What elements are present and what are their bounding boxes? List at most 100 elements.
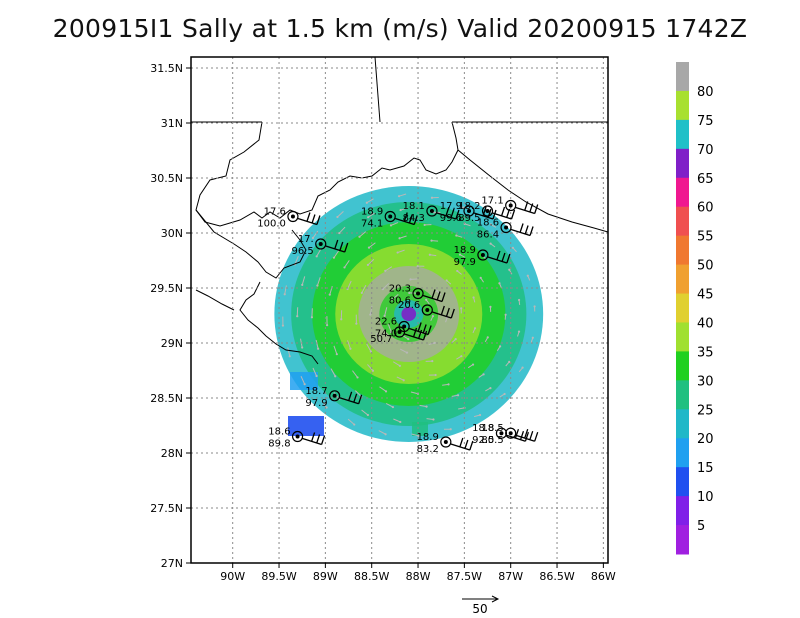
wind-vector-head (296, 315, 299, 318)
wind-vector-head (425, 298, 428, 301)
wind-vector (367, 258, 375, 266)
station-value-top: 17.1 (481, 196, 503, 207)
station-dot (443, 440, 448, 444)
colorbar-label: 40 (697, 316, 714, 331)
colorbar-label: 65 (697, 172, 714, 187)
wind-vector (361, 284, 367, 294)
colorbar-swatch (676, 177, 689, 208)
wind-vector-head (334, 375, 337, 378)
state-boundary-line (374, 57, 381, 123)
wind-barb (395, 212, 418, 226)
station-ring (477, 249, 489, 261)
wind-vector-head (531, 336, 534, 339)
wind-vector-head (366, 263, 370, 267)
station-value-top: 18.5 (481, 423, 503, 434)
wind-barb (450, 437, 474, 451)
wind-speed-patch (290, 372, 318, 390)
wind-vector-head (486, 336, 489, 339)
colorbar-label: 10 (697, 490, 714, 505)
wind-barb (487, 250, 511, 264)
lon-tick-label: 86.5W (539, 570, 574, 583)
wind-vector (367, 364, 374, 372)
wind-vector (316, 277, 321, 286)
station-value-top: 18.8 (472, 423, 494, 434)
wind-vector-head (399, 208, 402, 212)
wind-vector-head (423, 223, 426, 227)
station-marker: 17.96.5 (291, 234, 349, 257)
wind-vector-head (447, 383, 450, 386)
wind-vector-head (316, 284, 319, 287)
station-value-bottom: 80.6 (389, 296, 411, 307)
station-dot (480, 253, 485, 257)
wind-vector-head (455, 234, 458, 237)
station-value-bottom: 89.5 (458, 213, 480, 224)
colorbar-label: 70 (697, 143, 714, 158)
station-value-top: 18.2 (458, 201, 480, 212)
station-value-top: 18.6 (268, 427, 290, 438)
wind-vector (333, 345, 338, 355)
station-marker: 18.289.5 (458, 201, 516, 224)
wind-vector (392, 361, 401, 367)
wind-vector-head (391, 405, 395, 409)
lat-tick-label: 27N (161, 557, 183, 570)
wind-vector-head (478, 413, 482, 417)
wind-vector-head (332, 256, 336, 259)
colorbar-swatch (676, 351, 689, 381)
station-value-top: 18.6 (477, 218, 499, 229)
wind-vector-head (533, 305, 536, 308)
colorbar-swatch (676, 206, 689, 237)
wind-barb (422, 289, 446, 303)
colorbar-label: 75 (697, 114, 714, 129)
station-ring (481, 205, 494, 217)
wind-barb (510, 223, 534, 237)
colorbar-label: 50 (697, 259, 714, 274)
wind-vector-head (399, 420, 402, 424)
wind-vector-head (460, 355, 463, 358)
wind-vector (391, 294, 399, 300)
lat-tick-label: 31.5N (150, 62, 183, 75)
wind-vector (316, 248, 322, 257)
wind-vector-head (511, 246, 514, 249)
colorbar-swatch (676, 90, 689, 121)
wind-barb (297, 212, 321, 226)
wind-vector (387, 323, 392, 333)
colorbar-swatch (676, 119, 689, 150)
station-marker: 50.7 (370, 326, 428, 345)
wind-vector-head (482, 373, 485, 376)
wind-vector-head (434, 373, 437, 377)
station-value-top: 17. (298, 234, 314, 245)
wind-vector (390, 222, 399, 226)
wind-vector (347, 280, 352, 290)
wind-vector (368, 242, 376, 249)
wind-vector-head (384, 269, 387, 273)
wind-vector-head (489, 223, 492, 226)
wind-vector-head (498, 282, 501, 285)
wind-barb (515, 201, 539, 215)
wind-vector-head (417, 434, 420, 437)
station-dot (508, 203, 513, 208)
station-value-bottom: 89.8 (268, 439, 290, 450)
colorbar-label: 15 (697, 461, 714, 476)
wind-vector-head (390, 331, 393, 334)
wind-vector-head (367, 246, 371, 249)
wind-vector (419, 404, 427, 408)
wind-vector-head (336, 215, 339, 219)
station-value-bottom: 86.4 (477, 230, 499, 241)
coastline-path (195, 209, 307, 279)
station-dot (388, 214, 393, 219)
station-dot (290, 214, 295, 219)
wind-vector-head (301, 283, 304, 286)
wind-barb (473, 206, 497, 220)
wind-vector (287, 347, 291, 357)
wind-vector-head (335, 353, 338, 356)
wind-vector-head (517, 298, 521, 302)
station-value-bottom: 92.5 (472, 435, 494, 446)
wind-vector (426, 418, 434, 421)
lon-tick-label: 88W (406, 570, 431, 583)
station-value-top: 20.6 (398, 300, 420, 311)
colorbar-swatch (676, 496, 689, 526)
lon-tick-label: 89W (313, 570, 338, 583)
station-ring (287, 210, 299, 223)
wind-vector (300, 376, 306, 385)
wind-speed-patch (412, 422, 428, 436)
